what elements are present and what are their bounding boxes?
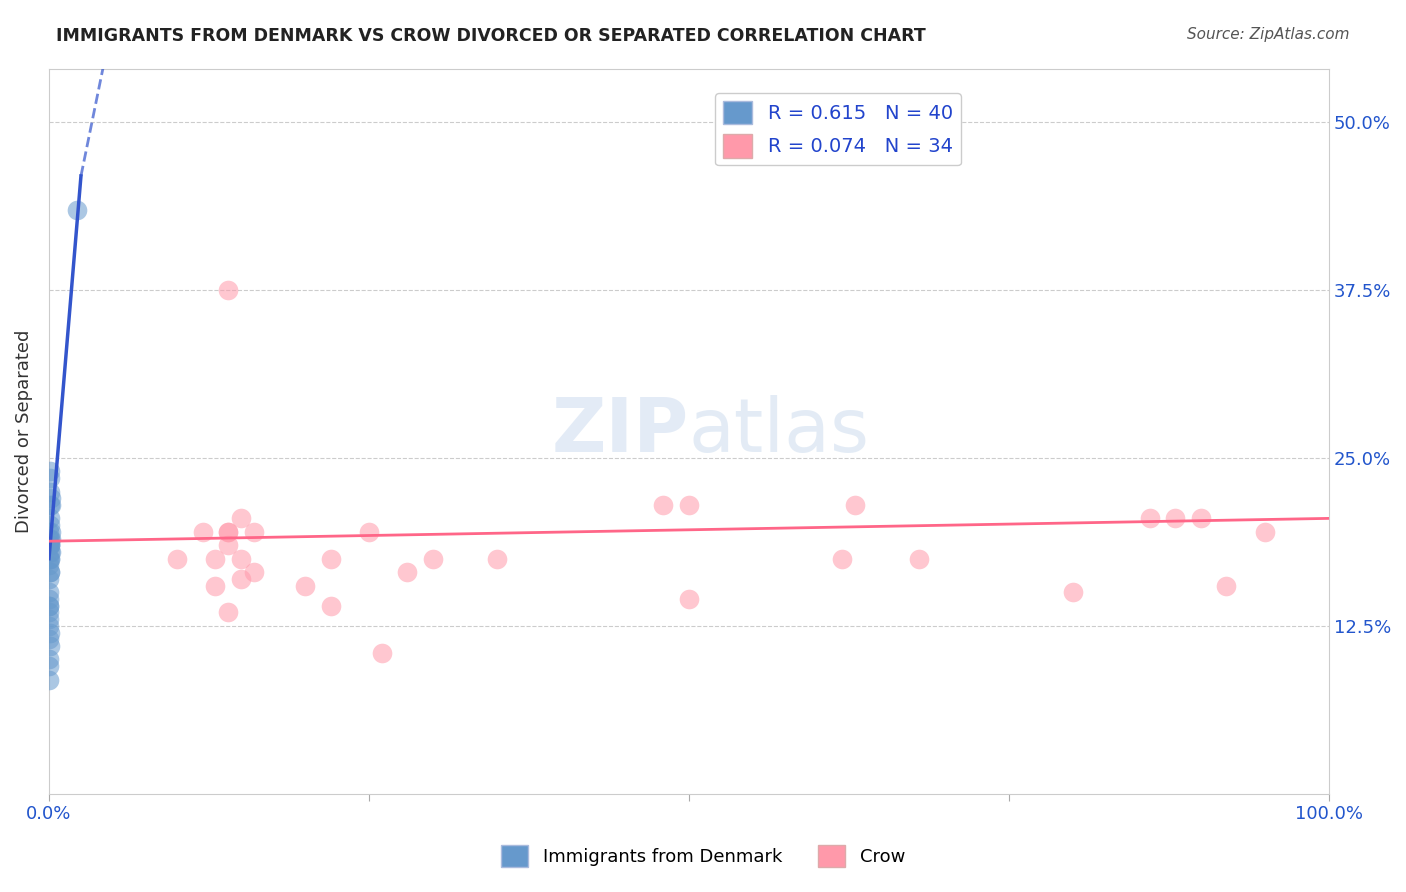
Point [294,578,316,592]
Point [217,606,239,620]
Point [38,606,60,620]
Point [166,551,188,566]
Point [38,652,60,666]
Point [38,498,60,512]
Point [319,599,342,613]
Point [38,532,60,546]
Point [229,572,252,586]
Point [38,532,60,546]
Point [370,646,392,660]
Point [422,551,444,566]
Point [1139,511,1161,525]
Point [1164,511,1187,525]
Point [39,464,62,478]
Point [217,524,239,539]
Text: IMMIGRANTS FROM DENMARK VS CROW DIVORCED OR SEPARATED CORRELATION CHART: IMMIGRANTS FROM DENMARK VS CROW DIVORCED… [56,27,927,45]
Point [39,498,62,512]
Point [1254,524,1277,539]
Point [38,551,60,566]
Point [229,511,252,525]
Point [39,524,62,539]
Point [217,283,239,297]
Point [229,551,252,566]
Point [1215,578,1237,592]
Point [38,538,60,552]
Point [831,551,853,566]
Legend: R = 0.615   N = 40, R = 0.074   N = 34: R = 0.615 N = 40, R = 0.074 N = 34 [716,93,960,166]
Point [39,538,62,552]
Point [38,659,60,673]
Text: ZIP: ZIP [551,394,689,467]
Point [38,524,60,539]
Point [38,545,60,559]
Point [38,639,60,653]
Point [38,619,60,633]
Point [38,632,60,647]
Legend: Immigrants from Denmark, Crow: Immigrants from Denmark, Crow [494,838,912,874]
Point [38,673,60,687]
Point [319,551,342,566]
Point [357,524,380,539]
Point [38,625,60,640]
Point [242,524,264,539]
Point [38,599,60,613]
Point [38,565,60,579]
Text: Source: ZipAtlas.com: Source: ZipAtlas.com [1187,27,1350,42]
Point [1189,511,1212,525]
Point [204,578,226,592]
Point [39,484,62,499]
Point [844,498,866,512]
Point [38,591,60,606]
Point [38,511,60,525]
Point [242,565,264,579]
Point [38,585,60,599]
Point [39,545,62,559]
Point [38,572,60,586]
Point [39,471,62,485]
Point [39,491,62,506]
Point [66,202,89,217]
Text: atlas: atlas [689,394,870,467]
Point [38,551,60,566]
Point [38,538,60,552]
Point [38,565,60,579]
Y-axis label: Divorced or Separated: Divorced or Separated [15,329,32,533]
Point [38,558,60,573]
Point [396,565,419,579]
Point [678,498,700,512]
Point [217,538,239,552]
Point [204,551,226,566]
Point [39,532,62,546]
Point [39,551,62,566]
Point [908,551,931,566]
Point [485,551,508,566]
Point [38,599,60,613]
Point [678,591,700,606]
Point [1062,585,1084,599]
Point [652,498,675,512]
Point [38,538,60,552]
Point [191,524,214,539]
Point [39,518,62,533]
Point [38,612,60,626]
Point [217,524,239,539]
